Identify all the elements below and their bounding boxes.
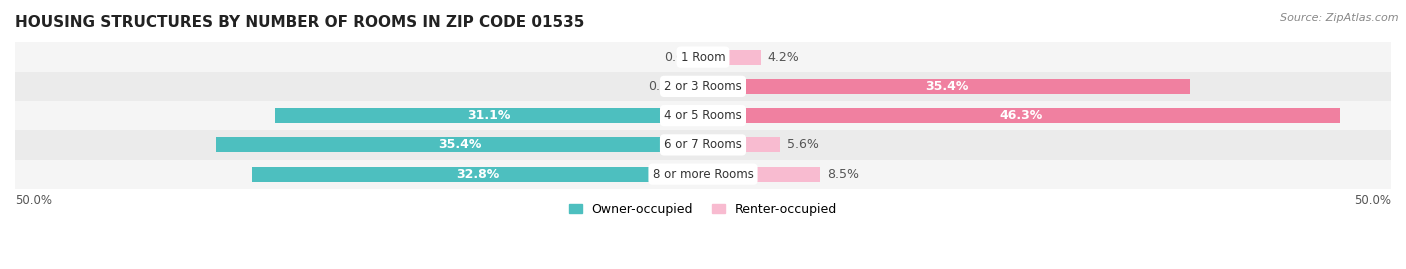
Text: 6 or 7 Rooms: 6 or 7 Rooms (664, 138, 742, 151)
Bar (15, 72, 1391, 101)
Text: 46.3%: 46.3% (1000, 109, 1043, 122)
Bar (703, 49, 761, 65)
Text: 4.2%: 4.2% (768, 51, 800, 64)
Text: HOUSING STRUCTURES BY NUMBER OF ROOMS IN ZIP CODE 01535: HOUSING STRUCTURES BY NUMBER OF ROOMS IN… (15, 15, 585, 30)
Bar (692, 79, 703, 94)
Bar (703, 167, 820, 182)
Text: 8 or more Rooms: 8 or more Rooms (652, 168, 754, 181)
Bar (15, 160, 1391, 189)
Text: 2 or 3 Rooms: 2 or 3 Rooms (664, 80, 742, 93)
Bar (276, 108, 703, 123)
Text: 4 or 5 Rooms: 4 or 5 Rooms (664, 109, 742, 122)
Text: 50.0%: 50.0% (15, 194, 52, 207)
Bar (703, 108, 1340, 123)
Bar (15, 43, 1391, 72)
Text: 1 Room: 1 Room (681, 51, 725, 64)
Text: Source: ZipAtlas.com: Source: ZipAtlas.com (1281, 13, 1399, 23)
Legend: Owner-occupied, Renter-occupied: Owner-occupied, Renter-occupied (564, 198, 842, 221)
Bar (703, 137, 780, 153)
Text: 31.1%: 31.1% (467, 109, 510, 122)
Text: 35.4%: 35.4% (437, 138, 481, 151)
Text: 32.8%: 32.8% (456, 168, 499, 181)
Bar (703, 79, 1189, 94)
Bar (15, 101, 1391, 130)
Text: 0.0%: 0.0% (664, 51, 696, 64)
Bar (252, 167, 703, 182)
Text: 0.77%: 0.77% (648, 80, 689, 93)
Text: 35.4%: 35.4% (925, 80, 969, 93)
Bar (15, 130, 1391, 160)
Text: 50.0%: 50.0% (1354, 194, 1391, 207)
Text: 5.6%: 5.6% (787, 138, 818, 151)
Text: 8.5%: 8.5% (827, 168, 859, 181)
Bar (217, 137, 703, 153)
